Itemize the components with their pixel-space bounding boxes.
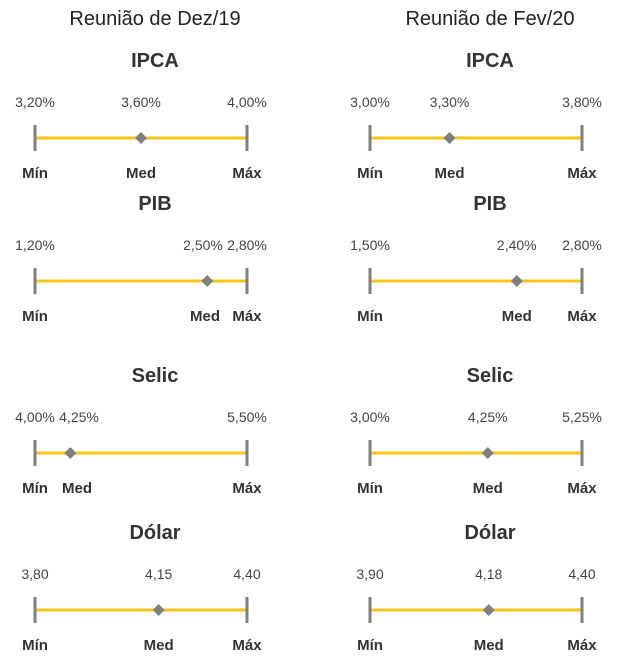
max-end-label: Máx bbox=[567, 480, 597, 497]
indicator-panel-ipca: IPCA 3,00% 3,30% 3,80% Mín Med Máx bbox=[340, 50, 639, 182]
max-value-label: 4,40 bbox=[233, 566, 260, 582]
indicator-panel-dólar: Dólar 3,80 4,15 4,40 Mín Med Máx bbox=[5, 522, 305, 654]
max-end-label: Máx bbox=[232, 308, 262, 325]
max-value-label: 5,25% bbox=[562, 409, 602, 425]
max-end-label: Máx bbox=[232, 480, 262, 497]
min-value-label: 3,80 bbox=[21, 566, 48, 582]
max-value-label: 5,50% bbox=[227, 409, 267, 425]
med-value-label: 4,15 bbox=[145, 566, 172, 582]
med-value-label: 3,30% bbox=[430, 94, 470, 110]
range-chart: 3,00% 3,30% 3,80% Mín Med Máx bbox=[350, 94, 602, 182]
indicator-panel-pib: PIB 1,20% 2,50% 2,80% Mín Med Máx bbox=[5, 193, 305, 325]
min-end-label: Mín bbox=[22, 165, 48, 182]
max-end-label: Máx bbox=[567, 637, 597, 654]
indicator-title: Dólar bbox=[129, 522, 181, 544]
indicator-panel-selic: Selic 3,00% 4,25% 5,25% Mín Med Máx bbox=[340, 365, 639, 497]
med-end-label: Med bbox=[502, 308, 532, 325]
range-chart: 3,90 4,18 4,40 Mín Med Máx bbox=[356, 566, 597, 654]
min-end-label: Mín bbox=[22, 637, 48, 654]
median-marker bbox=[482, 604, 495, 616]
indicator-title: IPCA bbox=[466, 50, 514, 72]
range-chart: 1,50% 2,40% 2,80% Mín Med Máx bbox=[350, 237, 602, 325]
column-fev20: Reunião de Fev/20 IPCA 3,00% 3,30% 3,80% Mín… bbox=[340, 0, 639, 664]
min-value-label: 3,90 bbox=[356, 566, 383, 582]
range-chart: 4,00% 4,25% 5,50% Mín Med Máx bbox=[15, 409, 267, 497]
range-chart: 1,20% 2,50% 2,80% Mín Med Máx bbox=[15, 237, 267, 325]
med-value-label: 4,18 bbox=[475, 566, 502, 582]
range-chart: 3,80 4,15 4,40 Mín Med Máx bbox=[21, 566, 262, 654]
min-value-label: 1,50% bbox=[350, 237, 390, 253]
med-end-label: Med bbox=[144, 637, 174, 654]
max-end-label: Máx bbox=[567, 308, 597, 325]
median-marker bbox=[135, 132, 147, 144]
median-marker bbox=[152, 604, 165, 616]
max-value-label: 4,00% bbox=[227, 94, 267, 110]
max-value-label: 3,80% bbox=[562, 94, 602, 110]
med-end-label: Med bbox=[190, 308, 220, 325]
indicator-panel-pib: PIB 1,50% 2,40% 2,80% Mín Med Máx bbox=[340, 193, 639, 325]
median-marker bbox=[481, 447, 494, 459]
min-value-label: 3,00% bbox=[350, 409, 390, 425]
min-value-label: 3,00% bbox=[350, 94, 390, 110]
med-value-label: 2,40% bbox=[497, 237, 537, 253]
indicator-panel-selic: Selic 4,00% 4,25% 5,50% Mín Med Máx bbox=[5, 365, 305, 497]
med-end-label: Med bbox=[435, 165, 465, 182]
med-end-label: Med bbox=[126, 165, 156, 182]
indicator-title: IPCA bbox=[131, 50, 179, 72]
med-value-label: 2,50% bbox=[183, 237, 223, 253]
min-value-label: 3,20% bbox=[15, 94, 55, 110]
indicator-title: Selic bbox=[466, 365, 514, 387]
min-end-label: Mín bbox=[357, 637, 383, 654]
min-end-label: Mín bbox=[357, 480, 383, 497]
med-end-label: Med bbox=[62, 480, 92, 497]
min-value-label: 4,00% bbox=[15, 409, 55, 425]
max-end-label: Máx bbox=[567, 165, 597, 182]
median-marker bbox=[201, 275, 214, 287]
min-end-label: Mín bbox=[357, 308, 383, 325]
range-chart: 3,20% 3,60% 4,00% Mín Med Máx bbox=[15, 94, 267, 182]
median-marker bbox=[64, 447, 77, 459]
indicator-panel-ipca: IPCA 3,20% 3,60% 4,00% Mín Med Máx bbox=[5, 50, 305, 182]
med-value-label: 3,60% bbox=[121, 94, 161, 110]
column-title: Reunião de Dez/19 bbox=[69, 8, 241, 30]
median-marker bbox=[510, 275, 523, 287]
max-end-label: Máx bbox=[232, 637, 262, 654]
indicator-panel-dólar: Dólar 3,90 4,18 4,40 Mín Med Máx bbox=[340, 522, 639, 654]
max-value-label: 4,40 bbox=[568, 566, 595, 582]
indicator-title: PIB bbox=[473, 193, 507, 215]
median-marker bbox=[443, 132, 456, 144]
min-end-label: Mín bbox=[357, 165, 383, 182]
med-value-label: 4,25% bbox=[59, 409, 99, 425]
max-end-label: Máx bbox=[232, 165, 262, 182]
min-end-label: Mín bbox=[22, 480, 48, 497]
range-chart: 3,00% 4,25% 5,25% Mín Med Máx bbox=[350, 409, 602, 497]
min-end-label: Mín bbox=[22, 308, 48, 325]
indicator-title: Selic bbox=[131, 365, 179, 387]
med-value-label: 4,25% bbox=[468, 409, 508, 425]
max-value-label: 2,80% bbox=[562, 237, 602, 253]
max-value-label: 2,80% bbox=[227, 237, 267, 253]
column-title: Reunião de Fev/20 bbox=[405, 8, 575, 30]
column-dez19: Reunião de Dez/19 IPCA 3,20% 3,60% 4,00% Mín… bbox=[5, 0, 305, 664]
indicator-title: PIB bbox=[138, 193, 172, 215]
med-end-label: Med bbox=[474, 637, 504, 654]
min-value-label: 1,20% bbox=[15, 237, 55, 253]
med-end-label: Med bbox=[473, 480, 503, 497]
indicator-title: Dólar bbox=[464, 522, 516, 544]
